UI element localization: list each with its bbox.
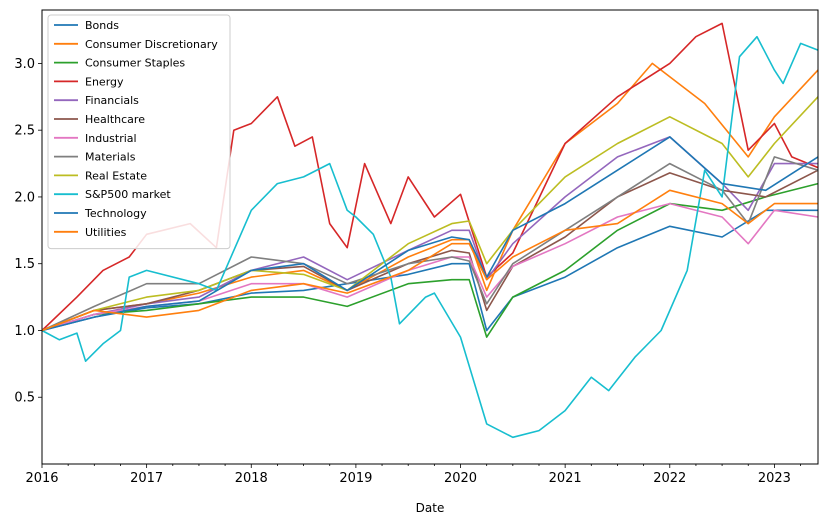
legend-label: Healthcare <box>85 113 145 126</box>
series-line-healthcare <box>41 169 819 332</box>
x-tick-label: 2021 <box>549 471 582 486</box>
legend-label: Financials <box>85 94 139 107</box>
legend-label: Energy <box>85 75 124 88</box>
y-tick-label: 2.0 <box>14 190 35 205</box>
legend-label: Real Estate <box>85 169 147 182</box>
legend-label: Consumer Staples <box>85 57 185 70</box>
plot-frame <box>41 9 819 465</box>
legend-label: Materials <box>85 151 136 164</box>
legend-label: Bonds <box>85 19 119 32</box>
x-tick-label: 2020 <box>444 471 477 486</box>
y-tick-label: 1.5 <box>14 257 35 272</box>
series-line-utilities <box>41 189 818 332</box>
y-tick-label: 1.0 <box>14 324 35 339</box>
series-line-consumer-staples <box>41 182 819 338</box>
y-tick-label: 0.5 <box>14 391 35 406</box>
x-tick-label: 2022 <box>653 471 686 486</box>
x-tick-label: 2019 <box>339 471 372 486</box>
x-tick-label: 2016 <box>25 471 58 486</box>
y-axis: 0.5 1.0 1.5 2.0 2.5 3.0 <box>14 57 42 406</box>
x-tick-label: 2018 <box>235 471 268 486</box>
legend-label: S&P500 market <box>85 188 171 201</box>
series-line-technology <box>41 136 819 332</box>
y-tick-label: 2.5 <box>14 124 35 139</box>
legend-label: Technology <box>84 207 147 220</box>
series-line-real-estate <box>41 96 819 332</box>
series-line-s-p500-market <box>41 35 819 439</box>
x-axis: 2016 2017 2018 2019 2020 2021 2022 2023 <box>25 464 801 486</box>
x-axis-label: Date <box>416 501 445 515</box>
legend-label: Industrial <box>85 132 137 145</box>
legend: Bonds Consumer Discretionary Consumer Stap… <box>47 14 231 250</box>
x-tick-label: 2017 <box>130 471 163 486</box>
y-tick-label: 3.0 <box>14 57 35 72</box>
legend-label: Utilities <box>85 226 127 239</box>
x-tick-label: 2023 <box>758 471 791 486</box>
legend-label: Consumer Discretionary <box>85 38 218 51</box>
legend-box <box>47 14 231 250</box>
plot-lines <box>41 22 819 439</box>
